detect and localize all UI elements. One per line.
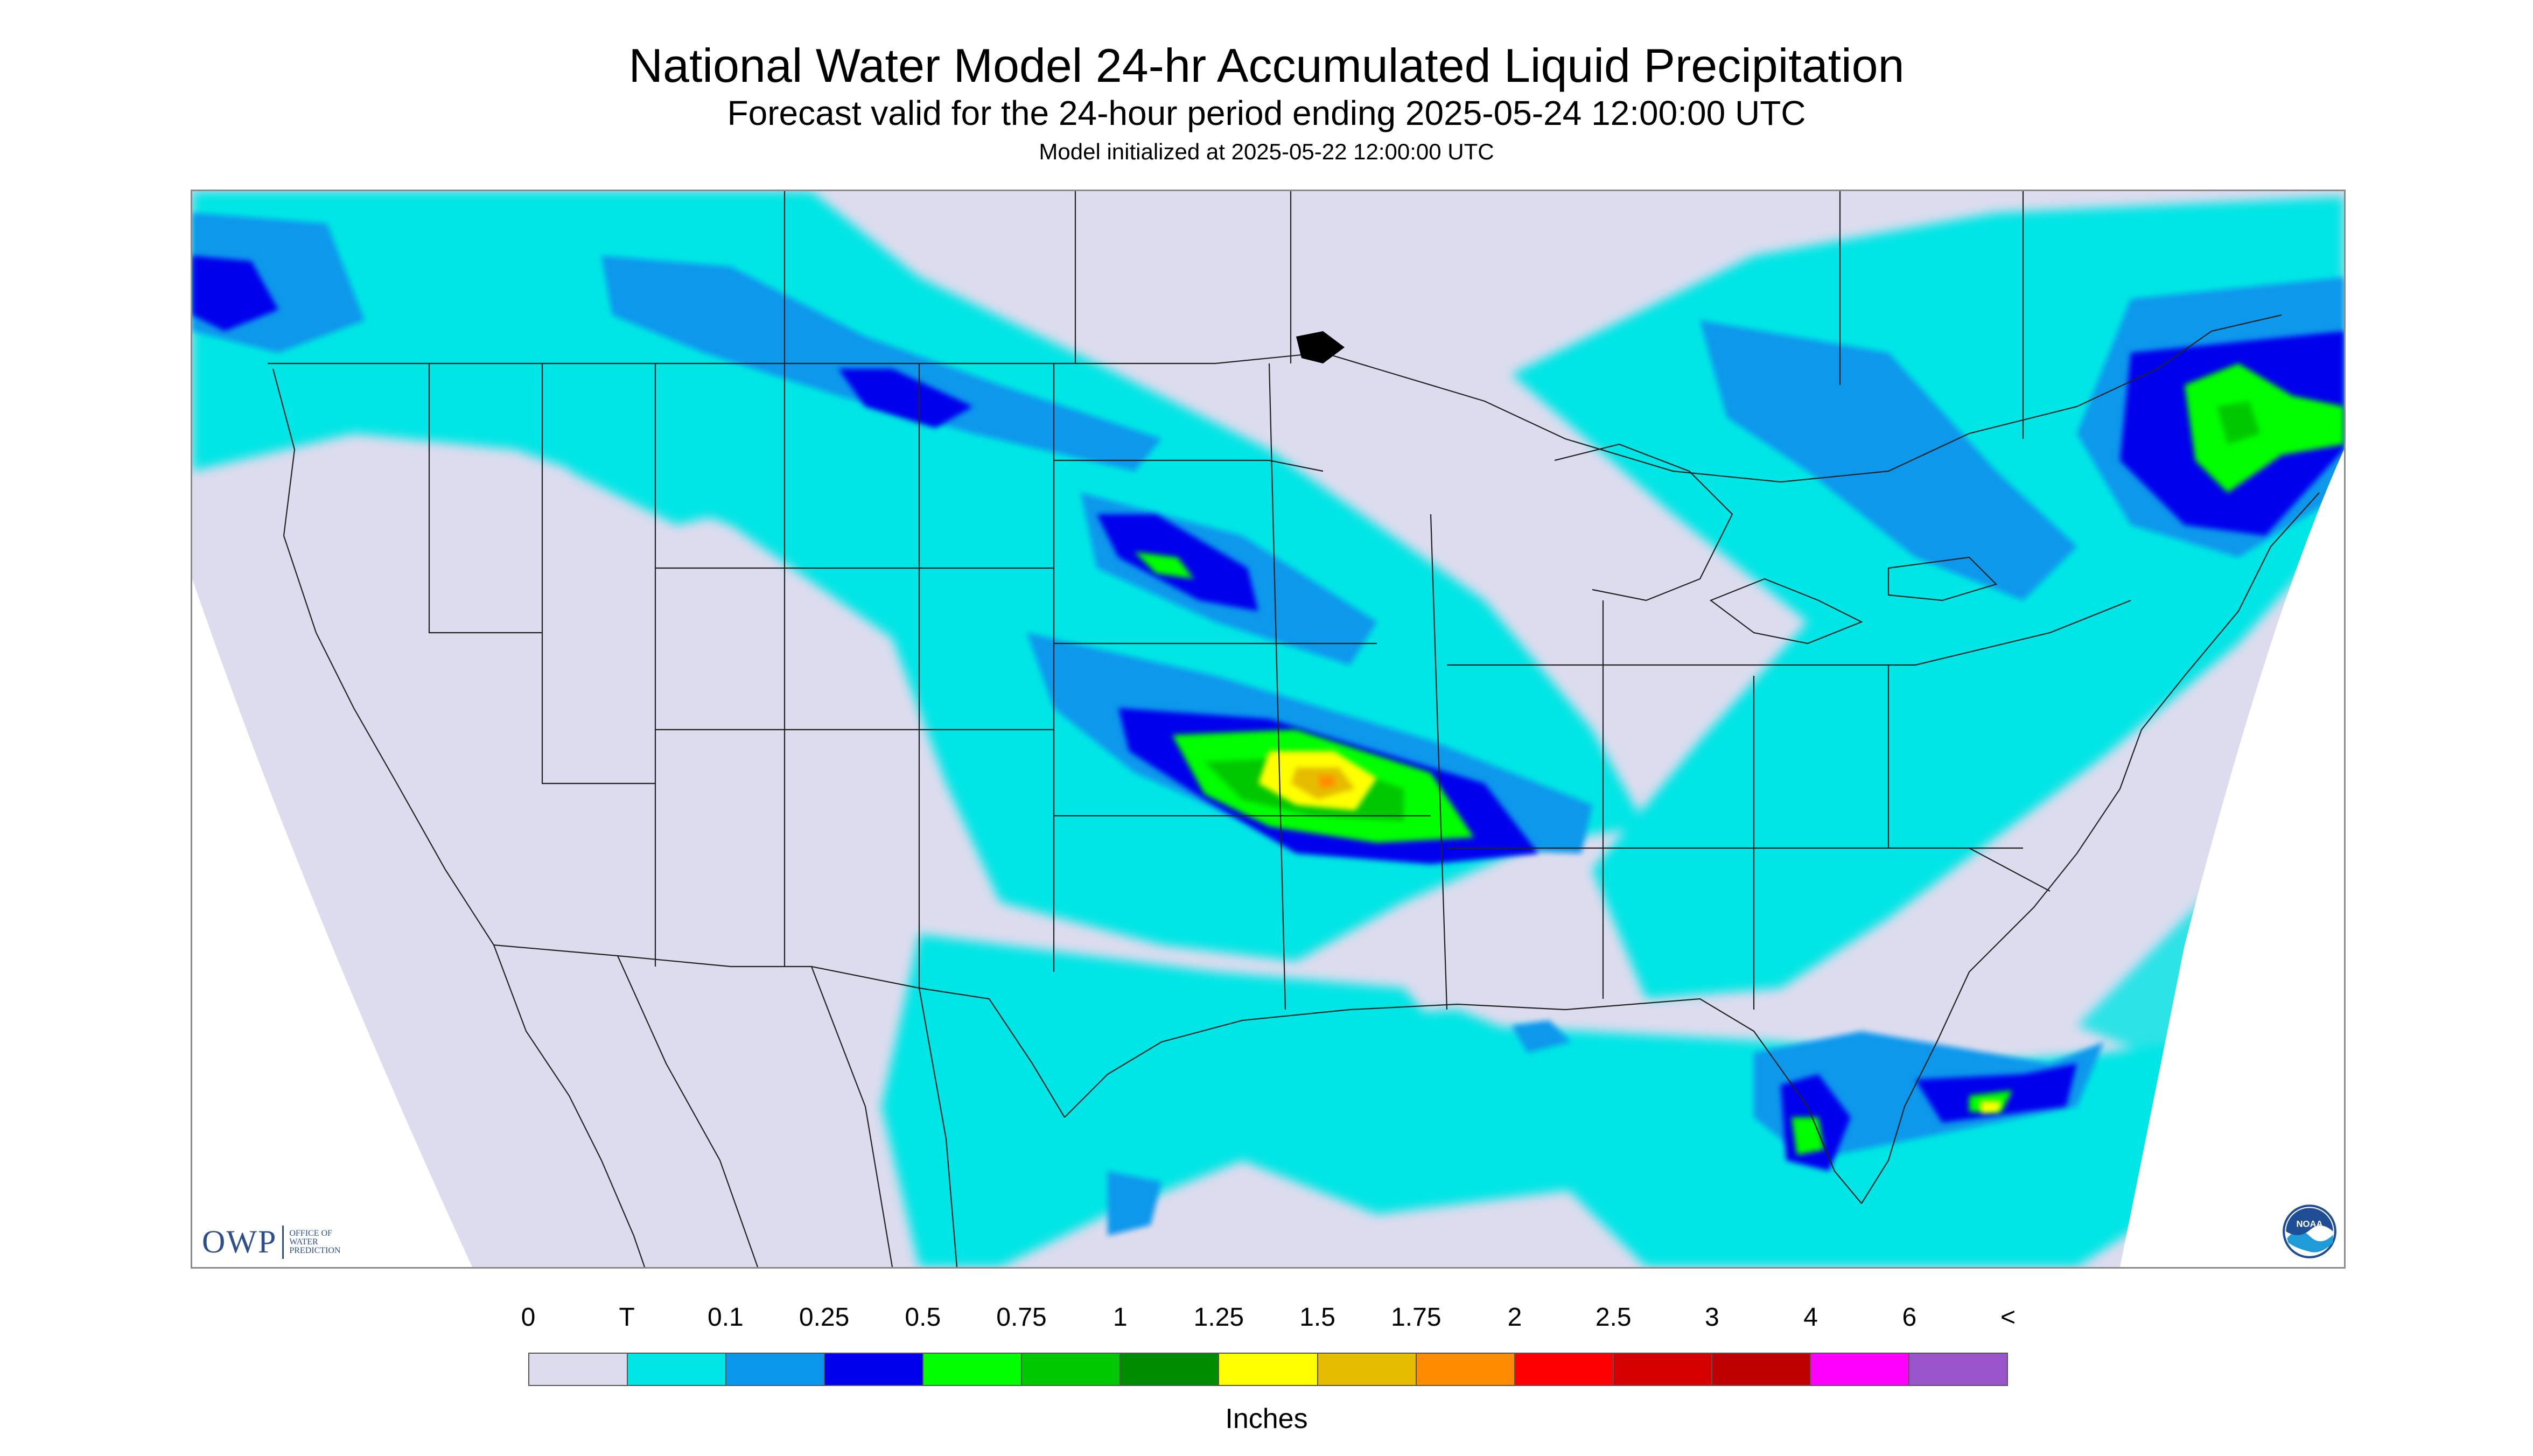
legend-swatch	[1318, 1354, 1417, 1385]
legend-swatch	[1022, 1354, 1121, 1385]
legend-swatch	[1810, 1354, 1909, 1385]
legend-swatch	[1219, 1354, 1318, 1385]
legend-labels: 0 T 0.1 0.25 0.5 0.75 1 1.25 1.5 1.75 2 2.5 3 4 6 <	[0, 1302, 2533, 1334]
legend-label: 1.5	[1299, 1303, 1335, 1332]
precipitation-map: OWP OFFICE OF WATER PREDICTION NOAA	[191, 190, 2346, 1269]
legend-label: 1.75	[1391, 1303, 1442, 1332]
legend-swatch	[1613, 1354, 1712, 1385]
legend-swatch	[529, 1354, 628, 1385]
map-title: National Water Model 24-hr Accumulated L…	[628, 39, 1905, 92]
legend-label: 1.25	[1193, 1303, 1244, 1332]
noaa-logo: NOAA	[2283, 1205, 2336, 1258]
legend-label: 4	[1803, 1303, 1818, 1332]
legend-swatch	[628, 1354, 727, 1385]
legend-label: 0.75	[996, 1303, 1047, 1332]
owp-logo-mark: OWP	[202, 1224, 277, 1259]
legend-label: 0.25	[799, 1303, 850, 1332]
precipitation-legend	[528, 1353, 2008, 1386]
legend-label: <	[2000, 1303, 2016, 1332]
legend-label: 0.5	[905, 1303, 941, 1332]
legend-swatch	[1712, 1354, 1811, 1385]
owp-logo-line1: OFFICE OF	[289, 1228, 332, 1238]
legend-swatch	[923, 1354, 1023, 1385]
legend-title: Inches	[1225, 1403, 1308, 1434]
owp-logo-line2: WATER	[289, 1237, 318, 1247]
legend-label: 6	[1902, 1303, 1917, 1332]
map-canvas	[192, 191, 2344, 1267]
lake-of-the-woods	[1296, 331, 1345, 363]
owp-logo: OWP OFFICE OF WATER PREDICTION	[202, 1223, 340, 1261]
legend-swatch	[1515, 1354, 1614, 1385]
map-subtitle: Forecast valid for the 24-hour period en…	[727, 94, 1806, 132]
precipitation-field	[192, 191, 2344, 1267]
legend-swatch	[1909, 1354, 2007, 1385]
noaa-logo-text: NOAA	[2297, 1219, 2323, 1229]
legend-label: 0.1	[708, 1303, 744, 1332]
owp-logo-divider	[282, 1225, 284, 1259]
legend-swatch	[1121, 1354, 1220, 1385]
legend-label: 1	[1112, 1303, 1128, 1332]
legend-swatch	[726, 1354, 825, 1385]
legend-label: 0	[521, 1303, 536, 1332]
legend-swatch	[1416, 1354, 1515, 1385]
owp-logo-line3: PREDICTION	[289, 1245, 341, 1255]
owp-logo-text: OFFICE OF WATER PREDICTION	[289, 1229, 340, 1255]
legend-label: T	[619, 1303, 635, 1332]
legend-label: 2	[1507, 1303, 1522, 1332]
legend-label: 2.5	[1595, 1303, 1632, 1332]
model-init-time: Model initialized at 2025-05-22 12:00:00…	[1039, 139, 1494, 164]
legend-swatch	[825, 1354, 924, 1385]
legend-label: 3	[1705, 1303, 1719, 1332]
